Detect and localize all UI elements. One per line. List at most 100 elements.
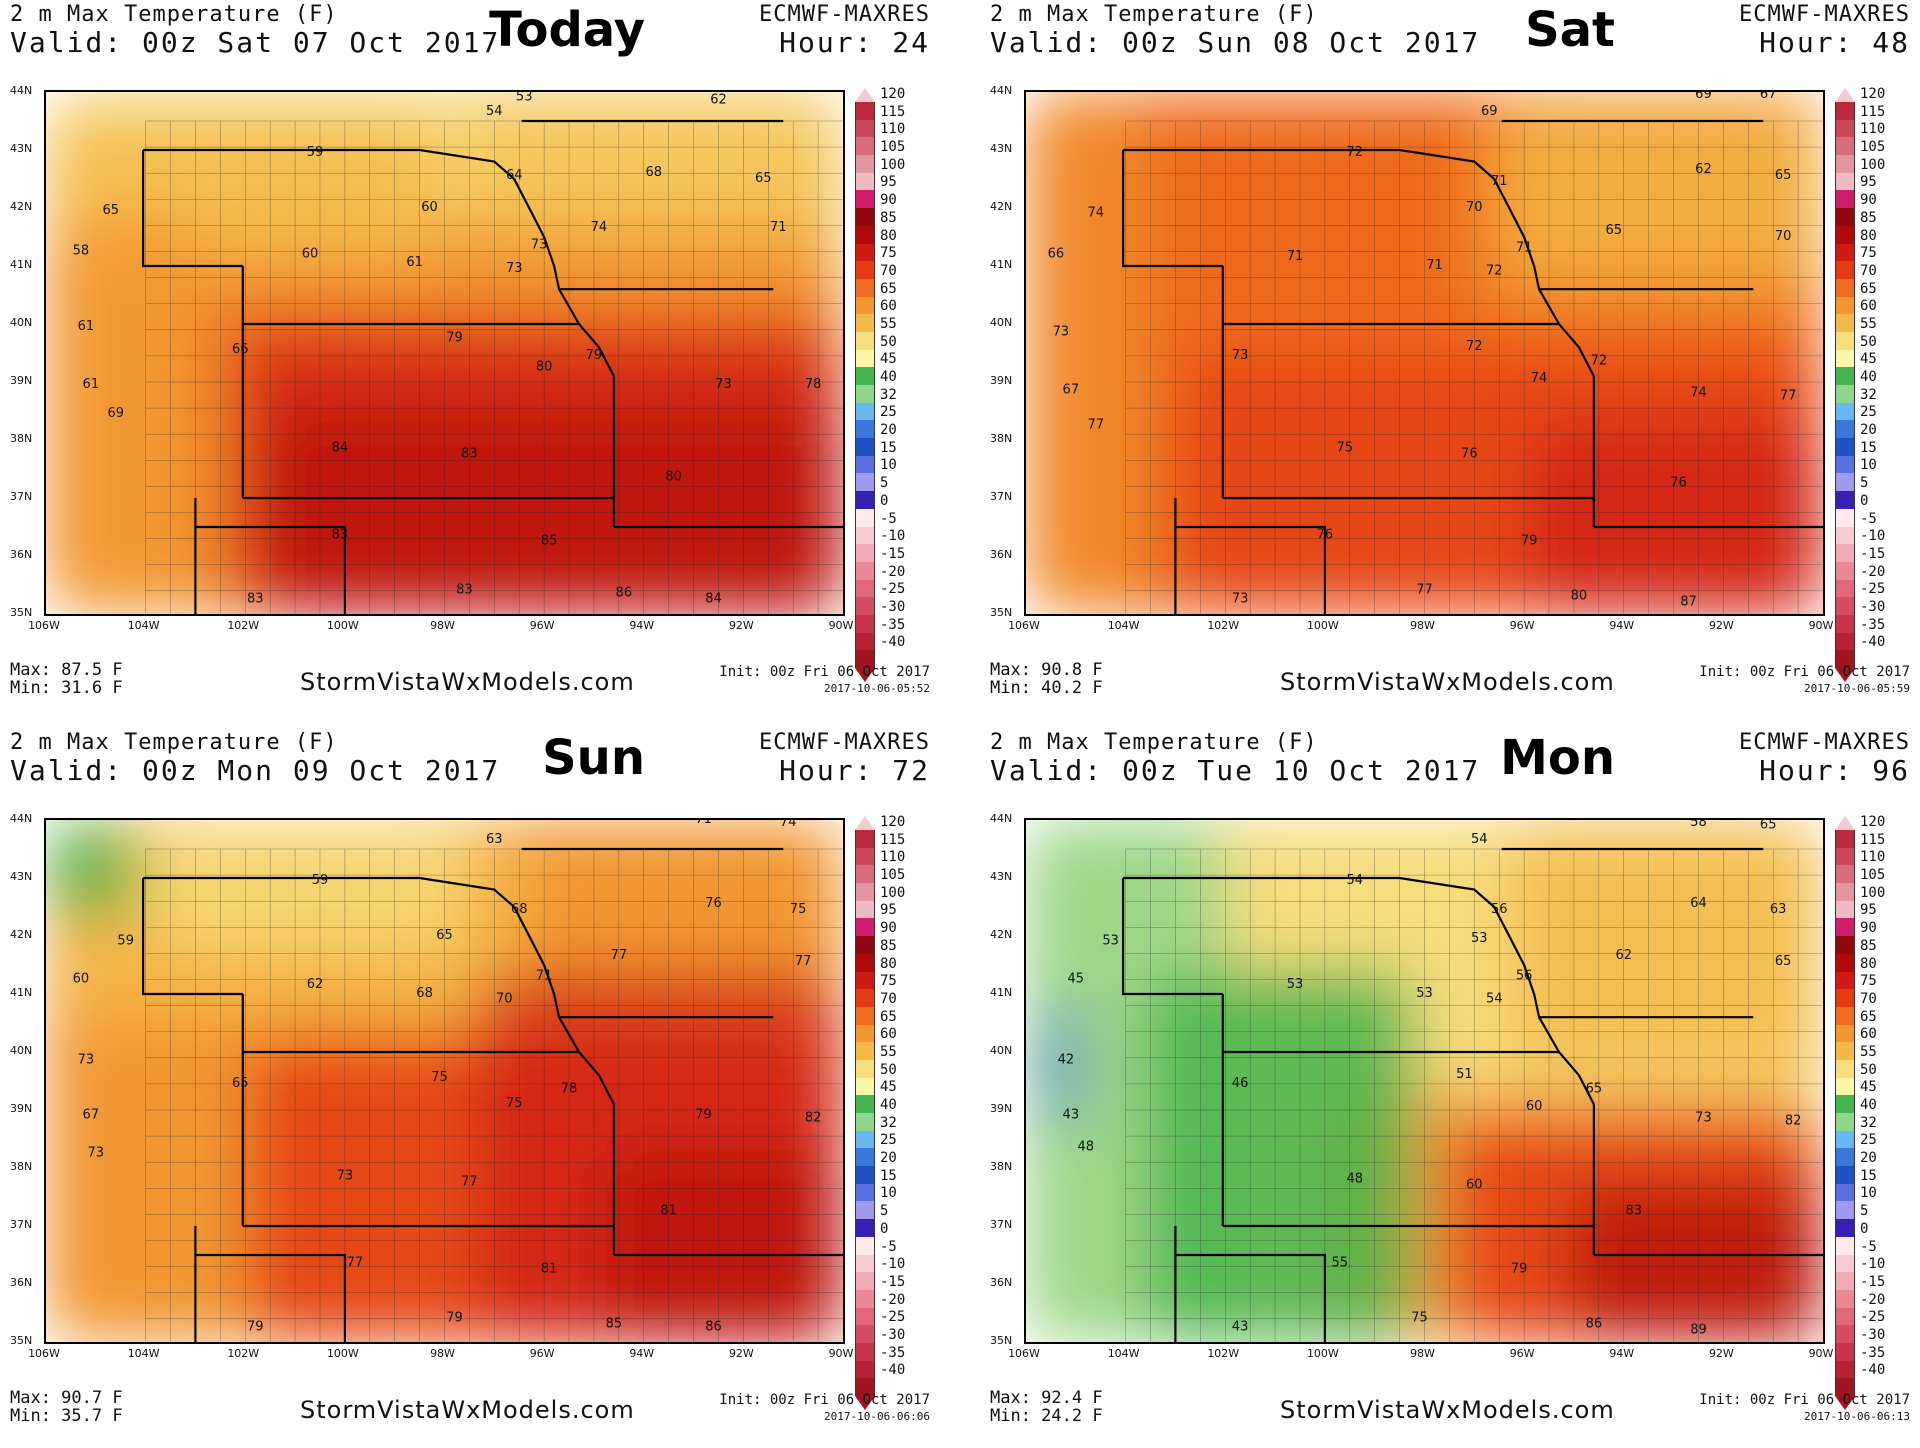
colorbar-label: 5 bbox=[1860, 475, 1869, 492]
temperature-label: 67 bbox=[1063, 383, 1080, 398]
temperature-label: 81 bbox=[541, 1261, 558, 1276]
colorbar-label: -30 bbox=[1860, 1326, 1886, 1343]
temperature-label: 79 bbox=[247, 1319, 264, 1334]
temperature-label: 71 bbox=[1491, 174, 1508, 189]
colorbar-label: 120 bbox=[1860, 814, 1886, 830]
lat-label: 41N bbox=[990, 258, 1013, 271]
colorbar-swatch bbox=[1835, 261, 1855, 279]
temperature-label: 70 bbox=[1466, 200, 1483, 215]
init-time: Init: 00z Fri 06 Oct 2017 bbox=[1699, 1392, 1910, 1408]
lat-label: 37N bbox=[10, 1218, 33, 1231]
lon-label: 94W bbox=[629, 619, 655, 632]
temperature-label: 67 bbox=[83, 1108, 100, 1123]
colorbar-swatch bbox=[1835, 278, 1855, 297]
colorbar-swatch bbox=[1835, 1289, 1855, 1308]
init-time: Init: 00z Fri 06 Oct 2017 bbox=[719, 1392, 930, 1408]
state-boundaries bbox=[1121, 847, 1823, 1342]
colorbar-label: -35 bbox=[1860, 1344, 1886, 1361]
colorbar-swatch bbox=[855, 331, 875, 350]
colorbar-label: -30 bbox=[880, 1326, 906, 1343]
temperature-label: 60 bbox=[1526, 1099, 1543, 1114]
colorbar-swatch bbox=[855, 455, 875, 474]
temperature-label: 68 bbox=[416, 986, 433, 1001]
colorbar-label: 85 bbox=[880, 937, 897, 954]
colorbar-swatch bbox=[855, 1113, 875, 1131]
colorbar-top-arrow bbox=[855, 88, 875, 102]
lon-label: 104W bbox=[1107, 1347, 1140, 1360]
colorbar-swatch bbox=[1835, 1325, 1855, 1343]
temperature-map: 58 65 54 54 64 63 56 53 53 62 65 45 53 53 56 54 42 46 51 65… bbox=[1024, 818, 1825, 1344]
colorbar-label: -10 bbox=[880, 528, 906, 545]
colorbar-label: 0 bbox=[1860, 1220, 1869, 1237]
colorbar-swatch bbox=[855, 1042, 875, 1060]
lat-label: 39N bbox=[990, 1102, 1013, 1115]
colorbar-label: 20 bbox=[1860, 1150, 1877, 1167]
temperature-label: 86 bbox=[705, 1319, 722, 1334]
lon-label: 92W bbox=[1708, 619, 1734, 632]
temperature-label: 64 bbox=[1690, 896, 1707, 911]
min-value: Min: 40.2 F bbox=[990, 678, 1103, 698]
lat-label: 38N bbox=[10, 432, 33, 445]
generated-stamp: 2017-10-06-05:52 bbox=[824, 682, 930, 695]
lon-label: 96W bbox=[529, 1347, 555, 1360]
temperature-label: 77 bbox=[1780, 388, 1797, 403]
temperature-label: 61 bbox=[83, 377, 100, 392]
temperature-label: 59 bbox=[117, 934, 134, 949]
colorbar-swatch bbox=[1835, 650, 1855, 668]
temperature-label: 59 bbox=[312, 873, 329, 888]
state-boundaries bbox=[141, 847, 843, 1342]
site-credit: StormVistaWxModels.com bbox=[1280, 668, 1615, 696]
colorbar-swatch bbox=[855, 1325, 875, 1343]
valid-time: Valid: 00z Sat 07 Oct 2017 bbox=[10, 26, 501, 59]
max-value: Max: 92.4 F bbox=[990, 1388, 1103, 1408]
colorbar-swatch bbox=[1835, 172, 1855, 191]
temperature-label: 71 bbox=[1516, 241, 1533, 256]
colorbar-labels: 120 115 110 105 100 95 90 85 80 75 70 65 60 55 50 45 40 3… bbox=[1860, 86, 1885, 652]
colorbar-swatch bbox=[1835, 349, 1855, 368]
colorbar-swatch bbox=[855, 900, 875, 919]
temperature-label: 60 bbox=[421, 200, 438, 215]
colorbar-label: -40 bbox=[880, 634, 906, 651]
lon-label: 100W bbox=[326, 619, 359, 632]
temperature-field-region bbox=[1566, 1180, 1823, 1342]
colorbar-label: 10 bbox=[880, 1185, 897, 1202]
lon-label: 94W bbox=[629, 1347, 655, 1360]
colorbar-swatch bbox=[1835, 420, 1855, 439]
temperature-label: 54 bbox=[486, 104, 503, 119]
site-credit: StormVistaWxModels.com bbox=[1280, 1396, 1615, 1424]
colorbar-label: 20 bbox=[880, 422, 897, 439]
lon-label: 98W bbox=[430, 1347, 455, 1360]
colorbar-swatch bbox=[855, 579, 875, 598]
lat-label: 39N bbox=[990, 374, 1013, 387]
lat-label: 44N bbox=[10, 84, 33, 97]
lon-label: 104W bbox=[1107, 619, 1140, 632]
temperature-label: 54 bbox=[1486, 992, 1503, 1007]
temperature-label: 71 bbox=[1287, 249, 1304, 264]
colorbar-swatch bbox=[855, 225, 875, 244]
colorbar-labels: 120 115 110 105 100 95 90 85 80 75 70 65 60 55 50 45 40 3… bbox=[880, 814, 905, 1380]
colorbar-label: 55 bbox=[880, 315, 897, 332]
temperature-label: 53 bbox=[1287, 977, 1304, 992]
colorbar-swatch bbox=[855, 349, 875, 368]
valid-time: Valid: 00z Mon 09 Oct 2017 bbox=[10, 754, 501, 787]
temperature-label: 77 bbox=[611, 948, 628, 963]
colorbar-label: -15 bbox=[1860, 1273, 1886, 1290]
colorbar-label: 80 bbox=[1860, 227, 1877, 244]
lon-label: 92W bbox=[1708, 1347, 1734, 1360]
forecast-hour: Hour: 24 bbox=[779, 26, 930, 59]
colorbar-label: -20 bbox=[1860, 1291, 1886, 1308]
temperature-field-region bbox=[1146, 970, 1416, 1342]
temperature-label: 65 bbox=[436, 928, 453, 943]
lon-label: 102W bbox=[1207, 619, 1240, 632]
colorbar-label: 40 bbox=[880, 1097, 897, 1113]
colorbar-swatch bbox=[1835, 1166, 1855, 1184]
temperature-label: 62 bbox=[1615, 948, 1632, 963]
temperature-label: 73 bbox=[337, 1169, 354, 1184]
colorbar-swatch bbox=[855, 614, 875, 633]
colorbar-swatch bbox=[1835, 953, 1855, 972]
colorbar-swatch bbox=[1835, 1360, 1855, 1379]
colorbar-label: 55 bbox=[1860, 315, 1877, 332]
colorbar-swatch bbox=[855, 491, 875, 509]
colorbar-label: 95 bbox=[880, 902, 897, 919]
temperature-label: 80 bbox=[665, 470, 682, 485]
